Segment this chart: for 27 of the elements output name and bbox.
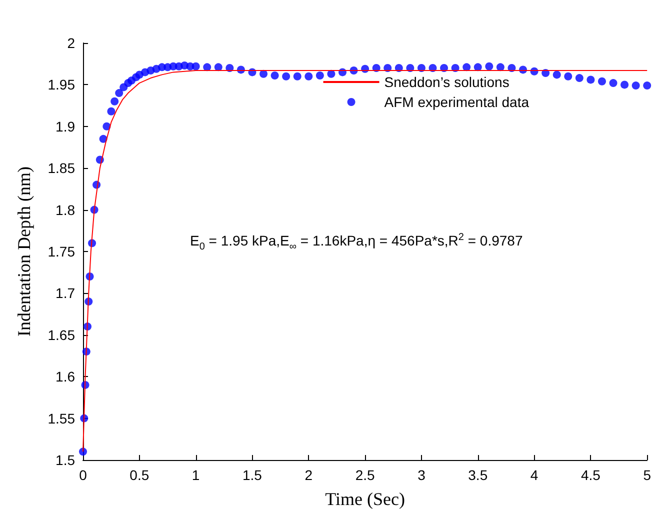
- y-tick-label: 1.9: [56, 118, 76, 134]
- x-tick-label: 1.5: [242, 467, 262, 483]
- x-tick-label: 2.5: [355, 467, 375, 483]
- y-tick-label: 1.75: [48, 244, 76, 260]
- y-tick-label: 1.85: [48, 160, 76, 176]
- x-tick-label: 2: [304, 467, 313, 483]
- x-tick-label: 0.5: [130, 467, 150, 483]
- y-tick-label: 2: [67, 35, 76, 51]
- x-tick-label: 1: [192, 467, 200, 483]
- y-tick-label: 1.95: [48, 76, 76, 93]
- y-tick-label: 1.5: [56, 452, 76, 468]
- x-tick-label: 3: [418, 467, 426, 483]
- y-tick-label: 1.6: [56, 368, 76, 385]
- x-tick-label: 4.5: [580, 467, 601, 483]
- x-tick-label: 4: [530, 467, 538, 483]
- legend-label: Sneddon’s solutions: [384, 74, 510, 90]
- x-axis-title: Time (Sec): [325, 489, 405, 509]
- y-tick-label: 1.55: [48, 410, 76, 426]
- y-axis-title: Indentation Depth (nm): [14, 166, 34, 336]
- x-tick-label: 0: [79, 467, 88, 483]
- annotation: E$_{0}$ = 1.95 kPa,E$_{∞}$ = 1.16kPa,η = 456Pa*s,R$^{2}$ = 0.9787: [190, 232, 523, 252]
- legend-label: AFM experimental data: [384, 94, 530, 110]
- y-tick-label: 1.7: [56, 285, 76, 302]
- x-tick-label: 3.5: [468, 467, 488, 483]
- y-tick-label: 1.65: [48, 326, 76, 343]
- x-tick-label: 5: [643, 467, 652, 483]
- y-tick-label: 1.8: [56, 202, 76, 218]
